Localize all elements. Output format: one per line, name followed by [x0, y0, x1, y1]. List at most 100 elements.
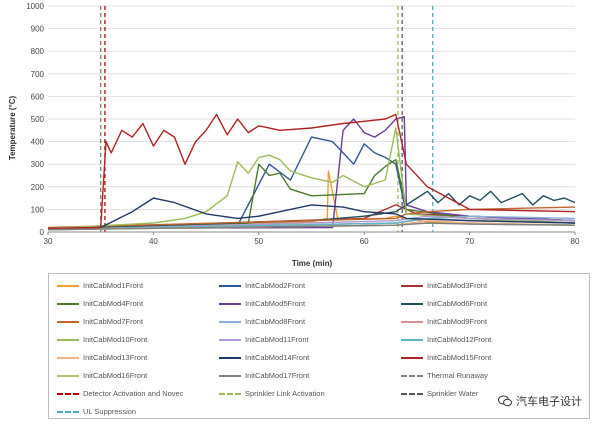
- legend-swatch: [57, 410, 79, 413]
- legend-label: InitCabMod13Front: [83, 353, 148, 362]
- legend-label: InitCabMod7Front: [83, 317, 144, 326]
- y-tick-label: 800: [31, 47, 45, 56]
- legend-item: InitCabMod9Front: [401, 316, 487, 327]
- y-tick-label: 0: [40, 228, 45, 237]
- x-tick-label: 30: [44, 237, 53, 246]
- legend-item: Detector Activation and Novec: [57, 388, 183, 399]
- legend-swatch: [219, 374, 241, 377]
- legend-item: InitCabMod10Front: [57, 334, 147, 345]
- wechat-icon: [498, 395, 512, 407]
- legend-item: InitCabMod2Front: [219, 280, 305, 291]
- x-tick-label: 60: [360, 237, 369, 246]
- watermark-text: 汽车电子设计: [516, 396, 582, 408]
- legend-label: InitCabMod8Front: [245, 317, 306, 326]
- legend-label: InitCabMod9Front: [427, 317, 488, 326]
- legend-swatch: [401, 338, 423, 341]
- axes: 0 100 200 300 400 500 600 700 800 900 1000 30 40 50 60…: [26, 2, 580, 246]
- legend-label: InitCabMod12Front: [427, 335, 492, 344]
- legend-item: UL Suppression: [57, 406, 136, 417]
- legend-swatch: [401, 374, 423, 377]
- legend-item: InitCabMod1Front: [57, 280, 143, 291]
- series-line: [47, 158, 576, 230]
- legend-swatch: [57, 320, 79, 323]
- legend-swatch: [57, 374, 79, 377]
- legend-swatch: [219, 320, 241, 323]
- legend-item: InitCabMod16Front: [57, 370, 147, 381]
- legend-label: Sprinkler Link Activation: [245, 389, 325, 398]
- legend-label: InitCabMod14Front: [245, 353, 310, 362]
- x-tick-label: 80: [571, 237, 580, 246]
- series-line: [47, 206, 576, 229]
- legend-swatch: [219, 302, 241, 305]
- legend-item: InitCabMod17Front: [219, 370, 309, 381]
- legend-label: Sprinkler Water: [427, 389, 479, 398]
- legend-item: Thermal Runaway: [401, 370, 488, 381]
- legend-item: InitCabMod8Front: [219, 316, 305, 327]
- y-tick-label: 100: [31, 205, 45, 214]
- legend-label: InitCabMod4Front: [83, 299, 144, 308]
- legend-label: InitCabMod15Front: [427, 353, 492, 362]
- legend-swatch: [401, 284, 423, 287]
- legend-label: InitCabMod3Front: [427, 281, 488, 290]
- legend-swatch: [57, 356, 79, 359]
- legend-label: InitCabMod1Front: [83, 281, 144, 290]
- series-line: [47, 197, 576, 230]
- legend-label: InitCabMod16Front: [83, 371, 148, 380]
- legend-swatch: [401, 392, 423, 395]
- legend-item: InitCabMod5Front: [219, 298, 305, 309]
- y-tick-label: 700: [31, 70, 45, 79]
- x-axis-title: Time (min): [292, 259, 333, 268]
- legend-swatch: [401, 302, 423, 305]
- legend-label: InitCabMod17Front: [245, 371, 310, 380]
- series-line: [47, 215, 576, 231]
- legend-swatch: [57, 392, 79, 395]
- y-tick-label: 400: [31, 138, 45, 147]
- legend-label: InitCabMod5Front: [245, 299, 306, 308]
- y-tick-label: 900: [31, 25, 45, 34]
- legend-label: Detector Activation and Novec: [83, 389, 184, 398]
- legend-label: UL Suppression: [83, 407, 137, 416]
- y-tick-label: 1000: [26, 2, 44, 11]
- legend-swatch: [57, 338, 79, 341]
- legend-swatch: [57, 284, 79, 287]
- watermark: 汽车电子设计: [498, 393, 582, 409]
- legend-item: InitCabMod13Front: [57, 352, 147, 363]
- temperature-chart: 0 100 200 300 400 500 600 700 800 900 1000 30 40 50 60…: [8, 2, 580, 268]
- legend-item: Sprinkler Link Activation: [219, 388, 325, 399]
- legend-item: Sprinkler Water: [401, 388, 478, 399]
- legend-swatch: [219, 338, 241, 341]
- legend-item: InitCabMod12Front: [401, 334, 491, 345]
- series-lines: [47, 113, 576, 231]
- legend-label: InitCabMod6Front: [427, 299, 488, 308]
- series-line: [47, 113, 576, 230]
- y-tick-label: 200: [31, 183, 45, 192]
- y-axis-title: Temperature (°C): [8, 95, 17, 160]
- legend-label: InitCabMod2Front: [245, 281, 306, 290]
- legend-swatch: [219, 284, 241, 287]
- series-line: [47, 222, 576, 231]
- y-tick-label: 500: [31, 115, 45, 124]
- legend-item: InitCabMod14Front: [219, 352, 309, 363]
- legend-label: Thermal Runaway: [427, 371, 488, 380]
- legend-item: InitCabMod4Front: [57, 298, 143, 309]
- legend-item: InitCabMod6Front: [401, 298, 487, 309]
- series-line: [47, 190, 576, 230]
- x-tick-label: 40: [149, 237, 158, 246]
- x-tick-label: 50: [254, 237, 263, 246]
- legend-swatch: [219, 392, 241, 395]
- x-tick-label: 70: [465, 237, 474, 246]
- legend-swatch: [57, 302, 79, 305]
- legend-item: InitCabMod11Front: [219, 334, 309, 345]
- legend-item: InitCabMod7Front: [57, 316, 143, 327]
- legend-swatch: [401, 320, 423, 323]
- legend-swatch: [219, 356, 241, 359]
- legend-label: InitCabMod11Front: [245, 335, 309, 344]
- series-line: [47, 127, 576, 230]
- legend-swatch: [401, 356, 423, 359]
- y-tick-label: 600: [31, 92, 45, 101]
- legend-item: InitCabMod15Front: [401, 352, 491, 363]
- y-tick-label: 300: [31, 160, 45, 169]
- gridlines: [48, 5, 575, 233]
- legend-label: InitCabMod10Front: [83, 335, 148, 344]
- legend-item: InitCabMod3Front: [401, 280, 487, 291]
